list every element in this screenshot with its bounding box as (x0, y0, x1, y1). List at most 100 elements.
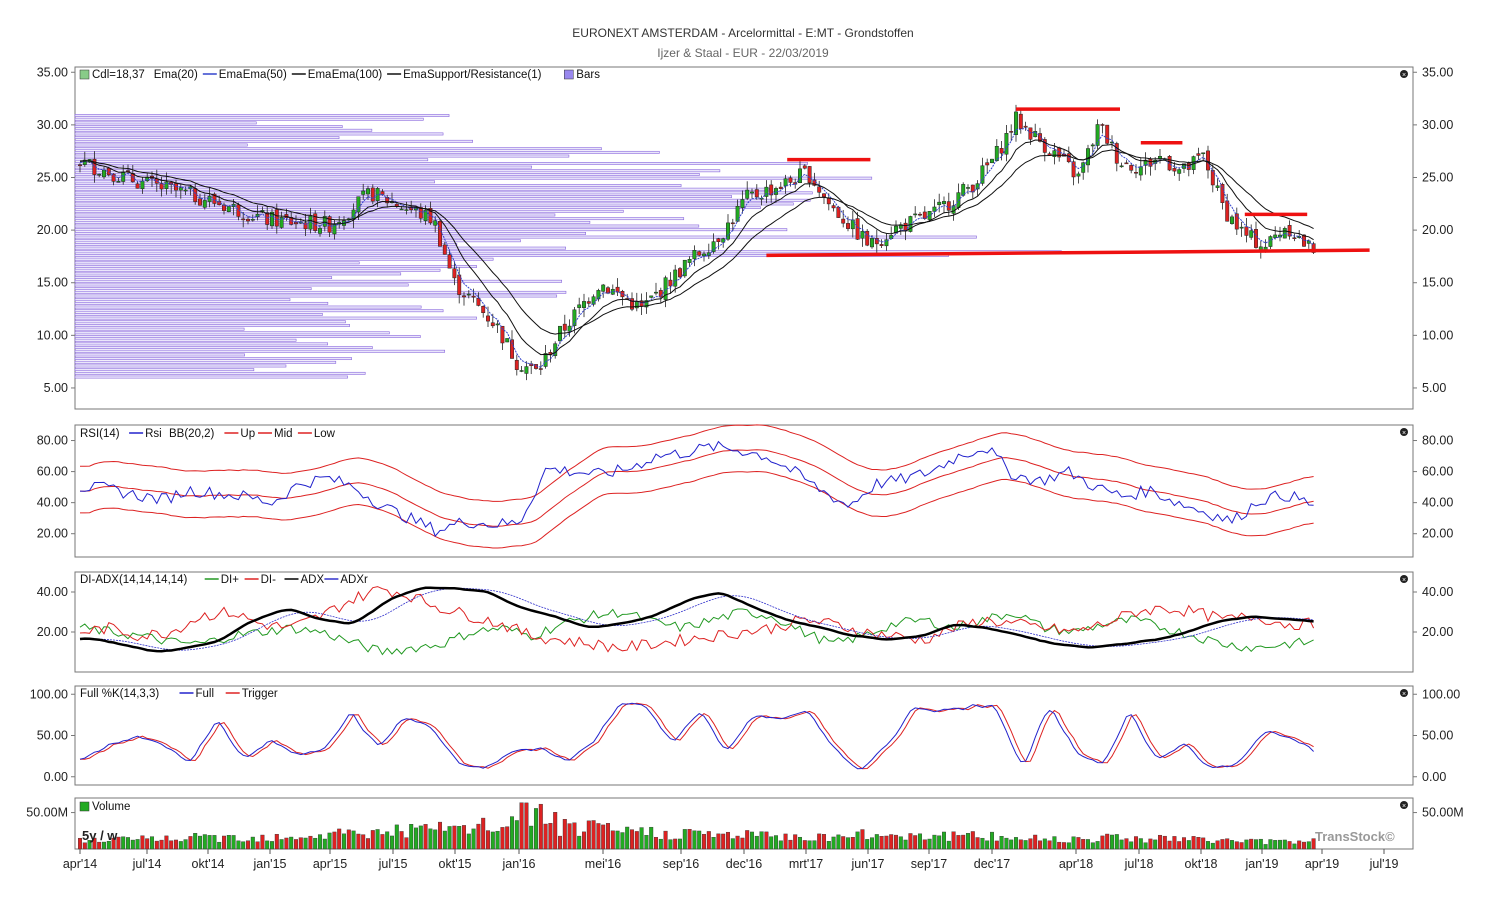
adx-series (79, 586, 1315, 656)
candle-body (697, 251, 702, 256)
volume-bar (1311, 838, 1316, 850)
candle-body (1172, 168, 1177, 172)
candle-body (1076, 173, 1081, 177)
candle-body (1114, 143, 1119, 164)
volume-bar (1282, 839, 1287, 850)
volume-bar (1153, 839, 1158, 850)
volume-bar (1085, 839, 1090, 850)
x-axis: apr'14 jul'14 okt'14 jan'15 apr'15 jul'15 okt'… (63, 849, 1398, 871)
candle-body (1086, 148, 1090, 166)
volume-bar (889, 834, 894, 850)
volume-bar (745, 830, 750, 850)
volume-bar (1205, 841, 1210, 850)
candle-body (510, 339, 514, 359)
volume-bar (586, 820, 591, 850)
volume-bar (231, 835, 236, 850)
close-icon[interactable]: × (1400, 689, 1408, 698)
volume-bar (927, 838, 932, 850)
candle-body (183, 189, 188, 192)
candle-body (1230, 216, 1234, 224)
volume-bar (870, 837, 875, 850)
volume-profile-bar (74, 136, 340, 140)
volume-bar (922, 839, 927, 850)
volume-profile-bar (74, 235, 977, 239)
volume-bar (380, 834, 385, 850)
candle-body (649, 295, 654, 298)
y-tick-label-right: 100.00 (1422, 687, 1460, 701)
volume-bar (601, 824, 606, 850)
volume-profile-bar (74, 173, 700, 176)
y-tick-label-right: 50.00 (1422, 729, 1453, 743)
close-icon[interactable]: × (1400, 575, 1408, 584)
volume-bar (654, 837, 659, 850)
volume-profile-bar (74, 176, 873, 180)
candle-body (121, 171, 126, 182)
volume-bar (1157, 834, 1162, 850)
volume-bar (428, 828, 433, 850)
close-icon[interactable]: × (1400, 428, 1408, 437)
volume-profile-bar (74, 209, 624, 213)
volume-profile-bar (74, 276, 333, 279)
candle-body (294, 222, 298, 225)
volume-bar (514, 820, 519, 850)
volume-bar (486, 830, 491, 850)
volume-bar (735, 835, 740, 850)
legend-label: DI+ (221, 574, 240, 586)
y-tick-label: 100.00 (30, 687, 68, 701)
candle-body (1071, 161, 1076, 178)
volume-profile-bar (74, 313, 323, 316)
candle-body (279, 217, 284, 228)
candle-body (754, 189, 759, 198)
volume-bar (990, 831, 995, 850)
legend-swatch (564, 69, 574, 80)
candle-body (918, 213, 922, 216)
candle-body (630, 298, 634, 310)
legend-label: ADXr (340, 574, 368, 586)
volume-bar (721, 833, 726, 850)
volume-bar (553, 812, 558, 850)
close-icon[interactable]: × (1400, 70, 1408, 79)
candle-body (78, 164, 82, 166)
ema100-line (79, 149, 1314, 335)
volume-bar (1196, 837, 1201, 850)
candle-body (567, 325, 572, 332)
volume-bar (106, 840, 111, 850)
candle-body (198, 198, 202, 206)
volume-bar (726, 831, 731, 850)
di-plus-line (79, 608, 1314, 656)
chart-title: EURONEXT AMSTERDAM - Arcelormittal - E:M… (572, 26, 913, 40)
volume-bar (322, 838, 327, 850)
candle-body (322, 216, 327, 227)
volume-bar (874, 834, 879, 850)
volume-bar (433, 829, 438, 850)
volume-bar (836, 834, 841, 850)
volume-bar (193, 833, 198, 850)
y-tick-label-right: 10.00 (1422, 328, 1453, 342)
x-tick-label: jul'15 (378, 857, 408, 871)
volume-bar (241, 841, 246, 850)
candle-body (846, 223, 850, 229)
legend-label: Rsi (145, 428, 162, 440)
y-tick-label-right: 50.00M (1422, 806, 1464, 820)
volume-bar (519, 802, 524, 850)
volume-bar (946, 840, 951, 850)
volume-bar (1215, 840, 1220, 850)
candle-body (1023, 125, 1028, 128)
volume-bar (390, 835, 395, 850)
legend-label: Support/Resistance(1) (427, 69, 542, 81)
volume-bar (1109, 834, 1114, 850)
volume-bar (1090, 842, 1095, 850)
candle-body (1119, 165, 1124, 168)
candle-body (495, 323, 500, 326)
legend-label: Ema (308, 69, 332, 81)
candle-body (860, 231, 865, 239)
x-tick-label: apr'14 (63, 857, 97, 871)
volume-bar (125, 837, 130, 850)
x-tick-label: sep'16 (663, 857, 699, 871)
legend-label: Ema(50) (243, 69, 287, 81)
svg-text:×: × (1402, 72, 1406, 79)
volume-profile-bar (74, 338, 297, 342)
close-icon[interactable]: × (1400, 801, 1408, 810)
volume-bar (932, 834, 937, 850)
